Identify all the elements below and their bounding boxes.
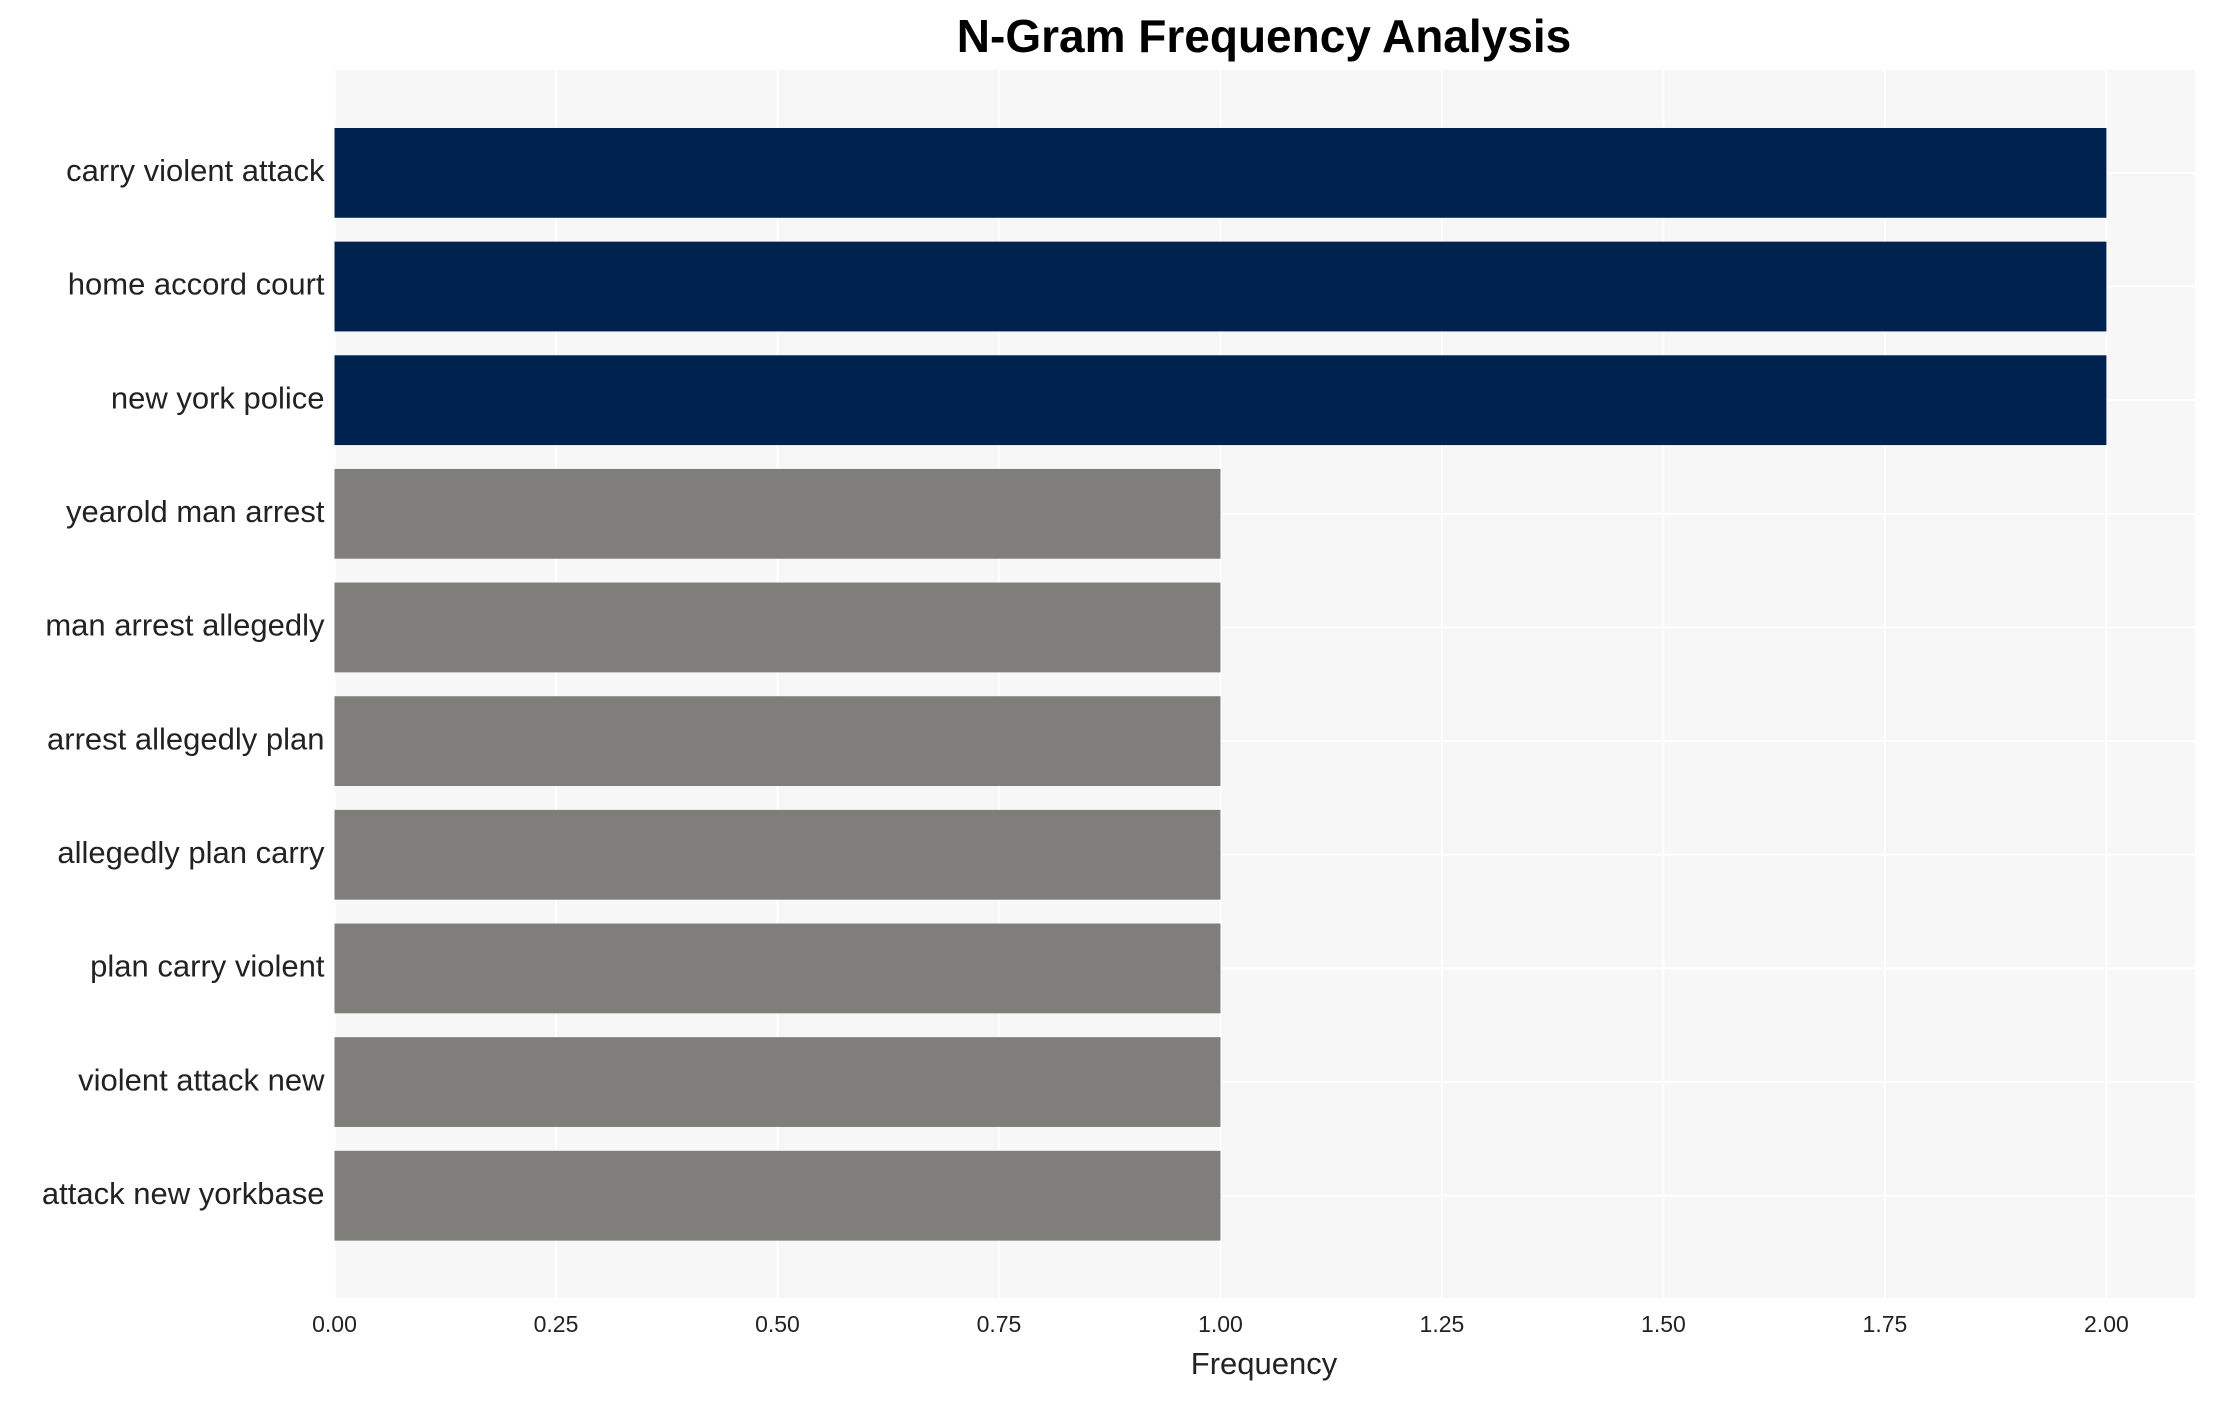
bar — [334, 696, 1221, 787]
x-tick-label: 0.25 — [534, 1311, 579, 1337]
x-tick-label: 1.00 — [1198, 1311, 1243, 1337]
bar — [334, 1037, 1221, 1127]
x-tick-label: 1.50 — [1641, 1311, 1686, 1337]
y-tick-label: plan carry violent — [90, 949, 325, 984]
bar — [334, 582, 1221, 673]
x-axis-label: Frequency — [1191, 1346, 1338, 1381]
bar — [334, 127, 2107, 218]
y-tick-label: home accord court — [68, 267, 325, 302]
y-tick-label: violent attack new — [78, 1062, 325, 1097]
bar — [334, 355, 2107, 446]
bar — [334, 923, 1221, 1014]
x-tick-label: 0.50 — [755, 1311, 800, 1337]
y-tick-label: man arrest allegedly — [45, 608, 325, 643]
chart-title: N-Gram Frequency Analysis — [957, 10, 1571, 62]
bar — [334, 809, 1221, 900]
y-tick-label: yearold man arrest — [66, 494, 325, 529]
bar — [334, 241, 2107, 332]
bar — [334, 468, 1221, 559]
y-tick-label: carry violent attack — [66, 153, 325, 188]
bar — [334, 1150, 1221, 1241]
y-tick-label: attack new yorkbase — [42, 1176, 325, 1211]
x-tick-label: 2.00 — [2084, 1311, 2129, 1337]
x-tick-label: 1.25 — [1420, 1311, 1465, 1337]
y-tick-label: new york police — [111, 380, 325, 415]
y-tick-label: allegedly plan carry — [57, 835, 325, 870]
x-tick-label: 0.75 — [977, 1311, 1022, 1337]
x-tick-label: 1.75 — [1863, 1311, 1908, 1337]
y-tick-label: arrest allegedly plan — [47, 721, 324, 756]
x-tick-label: 0.00 — [312, 1311, 357, 1337]
